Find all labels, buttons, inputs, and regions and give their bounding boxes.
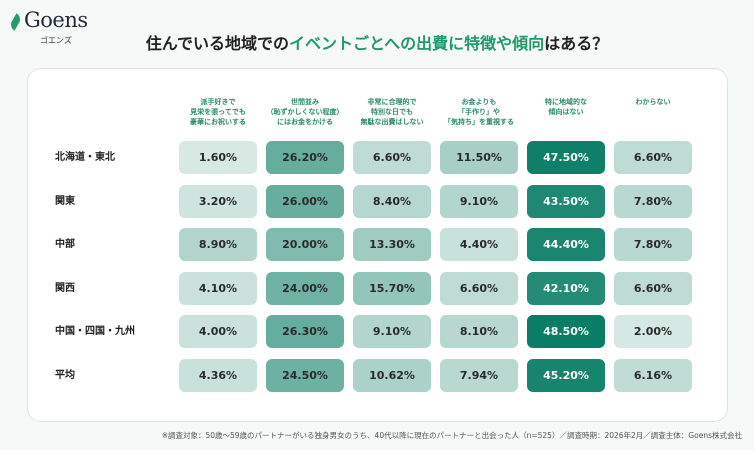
heatmap-cell: 26.30%: [266, 315, 344, 348]
leaf-icon: [8, 13, 23, 31]
heatmap-cell: 9.10%: [353, 315, 431, 348]
heatmap-cell: 45.20%: [527, 358, 605, 392]
heatmap-cell: 6.60%: [353, 141, 431, 174]
logo-text: Goens: [24, 8, 88, 32]
row-label: 平均: [55, 369, 75, 381]
title-part: はある？: [544, 34, 609, 53]
logo-subtext: ゴエンズ: [40, 36, 72, 45]
heatmap-cell: 48.50%: [527, 315, 605, 348]
column-header: 特に地域的な 傾向はない: [545, 98, 587, 116]
heatmap-cell: 7.80%: [614, 184, 692, 218]
heatmap-cell: 7.94%: [440, 358, 518, 392]
heatmap-cell: 26.00%: [266, 184, 344, 218]
heatmap-cell: 10.62%: [353, 358, 431, 392]
heatmap-cell: 3.20%: [179, 184, 257, 218]
heatmap-cell: 42.10%: [527, 271, 605, 305]
heatmap-cell: 24.50%: [266, 358, 344, 392]
row-label: 中部: [55, 239, 75, 250]
heatmap-cell: 1.60%: [179, 141, 257, 174]
heatmap-cell: 8.10%: [440, 315, 518, 348]
heatmap-cell: 8.40%: [353, 184, 431, 218]
heatmap-cell: 15.70%: [353, 271, 431, 305]
row-label: 中国・四国・九州: [55, 326, 135, 337]
column-header: 非常に合理的で 特別な日でも 無駄な出費はしない: [360, 98, 424, 126]
heatmap-cell: 6.60%: [614, 141, 692, 174]
title-part: 住んでいる地域での: [145, 34, 289, 53]
row-label: 関西: [55, 282, 75, 294]
heatmap-cell: 4.00%: [179, 315, 257, 348]
heatmap-cell: 11.50%: [440, 141, 518, 174]
heatmap-cell: 4.40%: [440, 228, 518, 261]
heatmap-cell: 4.36%: [179, 358, 257, 392]
heatmap-cell: 47.50%: [527, 141, 605, 174]
footnote: ※調査対象：50歳〜59歳のパートナーがいる独身男女のうち、40代以降に現在のパ…: [161, 431, 742, 440]
column-header: 派手好きで 見栄を張ってでも 豪華にお祝いする: [190, 98, 246, 126]
heatmap-cell: 6.60%: [440, 271, 518, 305]
heatmap-cell: 6.16%: [614, 358, 692, 392]
heatmap-cell: 13.30%: [353, 228, 431, 261]
heatmap-cell: 24.00%: [266, 271, 344, 305]
heatmap-cell: 20.00%: [266, 228, 344, 261]
heatmap-cell: 6.60%: [614, 271, 692, 305]
heatmap-cell: 7.80%: [614, 228, 692, 261]
column-header: 世間並み （恥ずかしくない程度） にはお金をかける: [266, 98, 344, 126]
title-highlight: イベントごとへの出費に特徴や傾向: [288, 34, 545, 53]
heatmap-cell: 26.20%: [266, 141, 344, 174]
column-header: わからない: [635, 98, 671, 106]
page-title: 住んでいる地域でのイベントごとへの出費に特徴や傾向はある？: [0, 30, 754, 54]
row-label: 北海道・東北: [55, 152, 115, 163]
row-label: 関東: [55, 195, 75, 207]
heatmap-cell: 44.40%: [527, 228, 605, 261]
heatmap-cell: 2.00%: [614, 315, 692, 348]
heatmap-cell: 9.10%: [440, 184, 518, 218]
heatmap-cell: 4.10%: [179, 271, 257, 305]
column-header: お金よりも 「手作り」や 「気持ち」を重視する: [444, 98, 514, 126]
heatmap-cell: 8.90%: [179, 228, 257, 261]
heatmap-cell: 43.50%: [527, 184, 605, 218]
